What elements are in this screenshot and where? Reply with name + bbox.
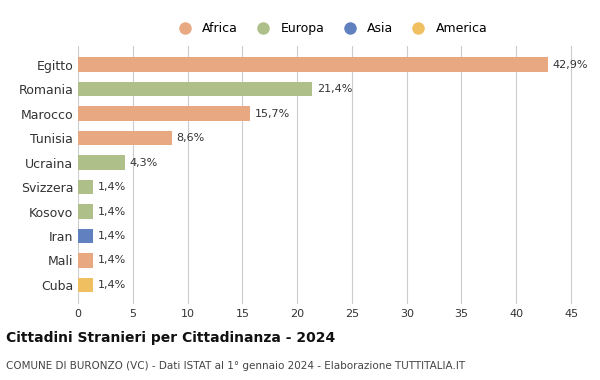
Legend: Africa, Europa, Asia, America: Africa, Europa, Asia, America [169,18,491,39]
Bar [78,180,94,195]
Bar [78,155,125,170]
Bar [78,106,250,121]
Text: 8,6%: 8,6% [176,133,205,143]
Text: 21,4%: 21,4% [317,84,352,94]
Text: 1,4%: 1,4% [98,255,126,266]
Bar [78,229,94,243]
Text: 1,4%: 1,4% [98,231,126,241]
Bar [78,131,172,146]
Text: 42,9%: 42,9% [553,60,588,70]
Bar [78,82,313,97]
Text: Cittadini Stranieri per Cittadinanza - 2024: Cittadini Stranieri per Cittadinanza - 2… [6,331,335,345]
Text: COMUNE DI BURONZO (VC) - Dati ISTAT al 1° gennaio 2024 - Elaborazione TUTTITALIA: COMUNE DI BURONZO (VC) - Dati ISTAT al 1… [6,361,465,370]
Bar [78,277,94,292]
Text: 1,4%: 1,4% [98,206,126,217]
Bar [78,253,94,268]
Text: 1,4%: 1,4% [98,182,126,192]
Text: 15,7%: 15,7% [254,109,290,119]
Bar [78,204,94,219]
Text: 1,4%: 1,4% [98,280,126,290]
Bar [78,57,548,72]
Text: 4,3%: 4,3% [130,158,158,168]
